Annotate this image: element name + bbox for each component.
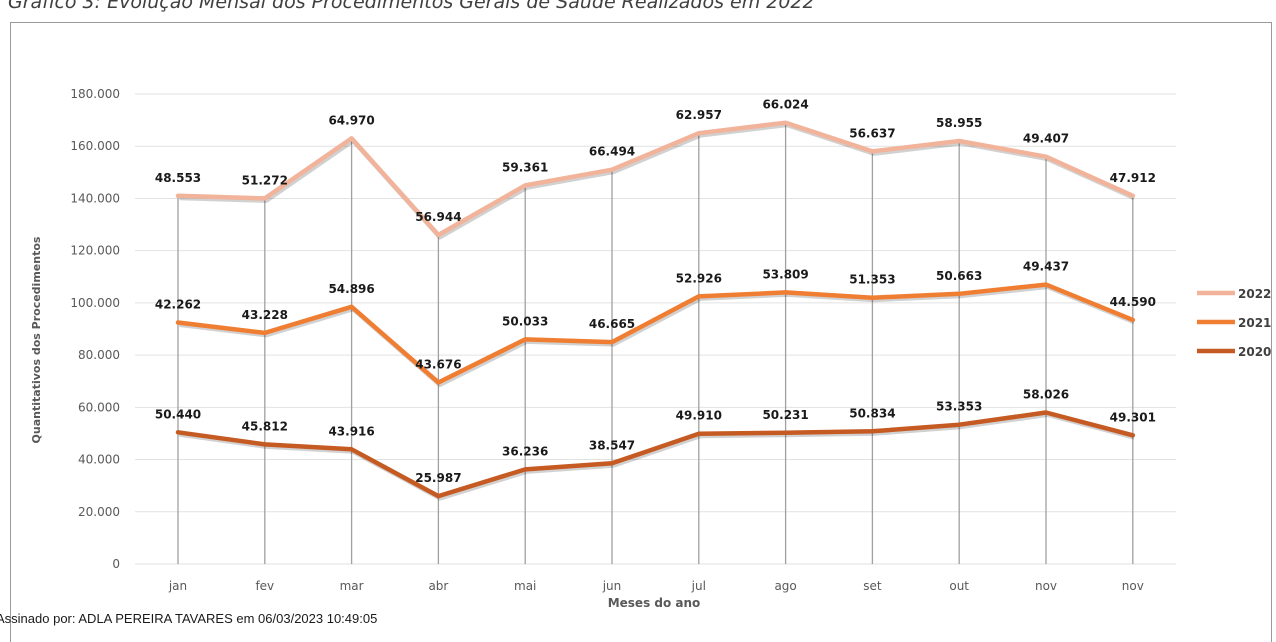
- x-tick-label: jun: [602, 579, 622, 593]
- data-label-2020: 49.301: [1110, 410, 1156, 424]
- series-2022-shadow: [179, 122, 1136, 240]
- x-tick-label: abr: [428, 579, 448, 593]
- legend-label-2020: 2020: [1238, 345, 1271, 359]
- x-tick-label: out: [949, 579, 969, 593]
- data-label-2022: 59.361: [502, 160, 548, 174]
- data-label-2020: 36.236: [502, 444, 548, 458]
- page-title: Gráfico 3: Evolução Mensal dos Procedime…: [8, 0, 815, 13]
- data-label-2022: 49.407: [1023, 132, 1069, 146]
- series-2022-line: [175, 120, 1136, 238]
- chart-frame: [10, 22, 1272, 642]
- y-axis-title: Quantitativos dos Procedimentos: [30, 236, 43, 443]
- y-tick-label: 80.000: [78, 348, 120, 362]
- y-tick-label: 180.000: [70, 87, 120, 101]
- x-tick-label: jul: [691, 579, 706, 593]
- series-2020-shadow: [179, 412, 1135, 501]
- x-tick-label: ago: [774, 579, 796, 593]
- data-label-2020: 45.812: [242, 419, 288, 433]
- x-tick-label: fev: [255, 579, 274, 593]
- data-label-2022: 51.272: [242, 173, 288, 187]
- data-label-2020: 58.026: [1023, 387, 1069, 401]
- data-label-2022: 58.955: [936, 116, 982, 130]
- data-label-2020: 50.231: [762, 408, 808, 422]
- x-tick-label: mai: [514, 579, 536, 593]
- data-label-2021: 43.228: [242, 308, 288, 322]
- data-label-2021: 51.353: [849, 273, 895, 287]
- y-tick-label: 120.000: [70, 244, 120, 258]
- y-tick-label: 20.000: [78, 505, 120, 519]
- line-chart: Quantitativos dos Procedimentos Meses do…: [30, 87, 1271, 610]
- data-label-2021: 42.262: [155, 297, 201, 311]
- data-label-2022: 66.494: [589, 145, 635, 159]
- data-label-2022: 62.957: [676, 108, 722, 122]
- signature-text: Assinado por: ADLA PEREIRA TAVARES em 06…: [0, 611, 378, 626]
- data-label-2020: 25.987: [415, 471, 461, 485]
- series-2021-shadow: [179, 284, 1136, 387]
- data-label-2020: 50.834: [849, 406, 895, 420]
- y-tick-label: 60.000: [78, 400, 120, 414]
- data-label-2020: 43.916: [328, 424, 374, 438]
- data-label-2020: 50.440: [155, 407, 201, 421]
- data-label-2021: 50.663: [936, 269, 982, 283]
- y-tick-label: 0: [112, 557, 120, 571]
- data-label-2021: 52.926: [676, 271, 722, 285]
- data-label-2021: 43.676: [415, 358, 461, 372]
- x-tick-label: jan: [168, 579, 187, 593]
- data-label-2021: 54.896: [328, 282, 374, 296]
- y-tick-label: 100.000: [70, 296, 120, 310]
- data-label-2022: 48.553: [155, 171, 201, 185]
- data-label-2022: 64.970: [328, 113, 374, 127]
- legend-label-2021: 2021: [1238, 316, 1271, 330]
- series-2021-line: [175, 282, 1136, 385]
- data-label-2020: 49.910: [676, 409, 722, 423]
- series-2020-line: [175, 410, 1136, 499]
- data-label-2020: 38.547: [589, 438, 635, 452]
- y-tick-label: 40.000: [78, 453, 120, 467]
- x-tick-label: mar: [340, 579, 364, 593]
- data-label-2022: 47.912: [1110, 171, 1156, 185]
- x-tick-label: nov: [1122, 579, 1144, 593]
- data-label-2021: 44.590: [1110, 295, 1156, 309]
- data-label-2020: 53.353: [936, 400, 982, 414]
- data-label-2022: 56.637: [849, 126, 895, 140]
- x-axis-title: Meses do ano: [608, 596, 701, 610]
- x-tick-label: set: [863, 579, 882, 593]
- data-label-2021: 53.809: [762, 267, 808, 281]
- y-tick-label: 140.000: [70, 191, 120, 205]
- x-tick-label: nov: [1035, 579, 1057, 593]
- data-label-2021: 46.665: [589, 317, 635, 331]
- data-label-2021: 50.033: [502, 314, 548, 328]
- data-label-2022: 56.944: [415, 210, 461, 224]
- legend-label-2022: 2022: [1238, 287, 1271, 301]
- data-label-2021: 49.437: [1023, 260, 1069, 274]
- y-tick-label: 160.000: [70, 139, 120, 153]
- data-label-2022: 66.024: [762, 98, 808, 112]
